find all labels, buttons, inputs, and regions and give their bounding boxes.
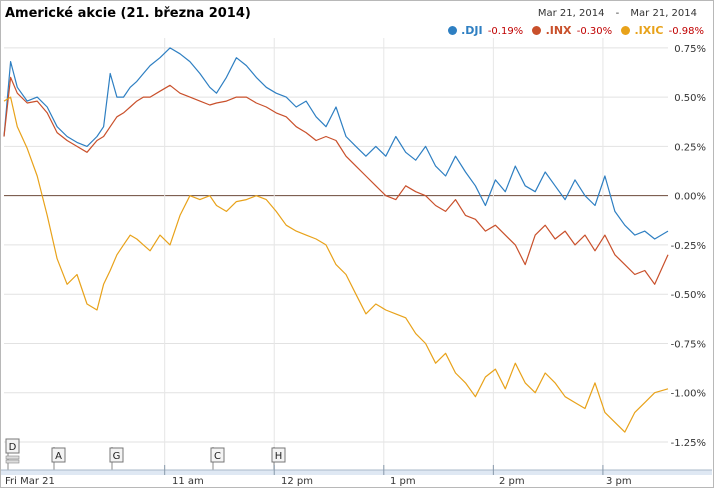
y-tick-label: 0.25%	[674, 142, 706, 153]
x-tick-label: 11 am	[172, 476, 204, 487]
date-range: Mar 21, 2014 - Mar 21, 2014	[534, 8, 701, 19]
y-tick-label: -0.25%	[671, 241, 706, 252]
legend-dot-inx	[532, 26, 542, 35]
x-tick-label: 3 pm	[606, 476, 632, 487]
legend-dot-ixic	[621, 26, 631, 35]
x-axis-band	[1, 470, 712, 475]
event-marker-flag	[5, 438, 20, 454]
legend-item-inx[interactable]: .INX -0.30%	[532, 24, 612, 37]
y-tick-label: -1.00%	[671, 389, 706, 400]
x-tick-label: 1 pm	[390, 476, 416, 487]
event-markers: DA G C H	[5, 438, 286, 470]
y-tick-labels: 0.75% 0.50% 0.25% 0.00% -0.25% -0.50% -0.75% -1…	[671, 44, 706, 449]
event-marker-g[interactable]: G	[109, 447, 124, 470]
event-marker-flag	[210, 447, 225, 463]
chart-title: Americké akcie (21. března 2014)	[5, 6, 251, 21]
legend-change-inx: -0.30%	[576, 26, 613, 37]
legend-name-dji: .DJI	[461, 24, 483, 37]
event-marker-label: A	[55, 451, 62, 462]
event-marker-flag	[51, 447, 66, 463]
series-line-inx	[3, 76, 669, 285]
y-tick-label: 0.75%	[674, 44, 706, 55]
legend-dot-dji	[447, 26, 457, 35]
event-marker-stack	[5, 455, 20, 460]
event-marker-flag	[109, 447, 124, 463]
y-tick-label: -0.75%	[671, 339, 706, 350]
y-tick-label: 0.00%	[674, 192, 706, 203]
series-line-dji	[3, 47, 669, 240]
legend-item-dji[interactable]: .DJI -0.19%	[447, 24, 524, 37]
event-marker-label: C	[214, 451, 221, 462]
event-marker-label: D	[9, 442, 17, 453]
legend-item-ixic[interactable]: .IXIC -0.98%	[621, 24, 704, 37]
y-tick-label: 0.50%	[674, 93, 706, 104]
series-lines	[3, 47, 669, 433]
event-marker-a[interactable]: A	[51, 447, 66, 470]
legend-change-dji: -0.19%	[487, 26, 524, 37]
event-marker-c[interactable]: C	[210, 447, 225, 470]
date-range-to[interactable]: Mar 21, 2014	[630, 8, 697, 19]
date-range-from[interactable]: Mar 21, 2014	[537, 8, 605, 19]
legend-name-inx: .INX	[545, 24, 572, 37]
date-range-separator: -	[615, 8, 620, 19]
legend: .DJI -0.19% .INX -0.30% .IXIC -0.98%	[442, 24, 704, 37]
x-tick-label: 2 pm	[499, 476, 525, 487]
series-line-ixic	[3, 96, 669, 433]
legend-change-ixic: -0.98%	[668, 26, 704, 37]
y-tick-label: -1.25%	[671, 438, 706, 449]
x-tick-label: 12 pm	[281, 476, 313, 487]
event-marker-label: H	[275, 451, 283, 462]
x-axis: Fri Mar 21 11 am 12 pm 1 pm 2 pm 3 pm	[1, 465, 712, 487]
event-marker-label: G	[113, 451, 121, 462]
x-tick-label: Fri Mar 21	[5, 476, 55, 487]
event-marker-flag	[271, 447, 286, 463]
grid-lines	[4, 38, 668, 470]
event-marker-d[interactable]: D	[5, 438, 20, 470]
legend-name-ixic: .IXIC	[634, 24, 664, 37]
y-tick-label: -0.50%	[671, 290, 706, 301]
event-marker-stack	[5, 459, 20, 464]
